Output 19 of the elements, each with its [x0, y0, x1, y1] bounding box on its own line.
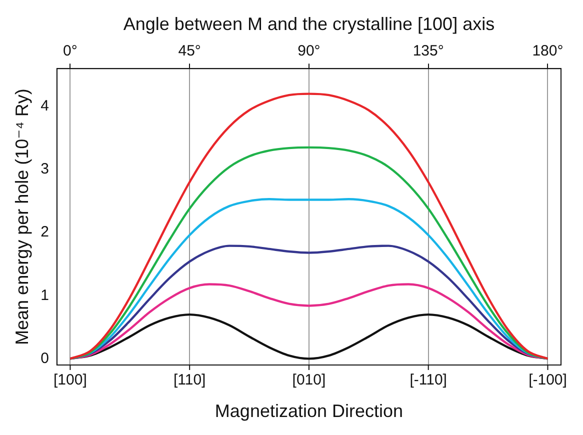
y-tick-label: 2: [40, 224, 49, 241]
text: Magnetization Direction: [214, 400, 404, 421]
x-tick-label: 90°: [298, 42, 320, 60]
annotation: [-100]: [528, 372, 567, 389]
y-axis-title: Mean energy per hole (10⁻⁴ Ry): [12, 88, 32, 345]
line-series: [69, 92, 549, 360]
x-tick-label: 45°: [178, 42, 201, 60]
annotation: [010]: [292, 372, 326, 389]
x-tick-label: 0°: [63, 42, 78, 60]
annotation: [-110]: [410, 372, 447, 389]
x-tick-label: 180°: [532, 42, 564, 60]
x-tick-label: 135°: [412, 42, 444, 60]
annotation: [110]: [173, 372, 206, 389]
y-tick-label: 4: [40, 98, 49, 115]
y-tick-label: 3: [40, 160, 49, 178]
annotation: [100]: [54, 372, 87, 389]
x-axis-title: Angle between M and the crystalline [100] axis: [123, 14, 495, 34]
y-tick-label: 1: [40, 286, 49, 304]
y-tick-label: 0: [40, 350, 49, 367]
